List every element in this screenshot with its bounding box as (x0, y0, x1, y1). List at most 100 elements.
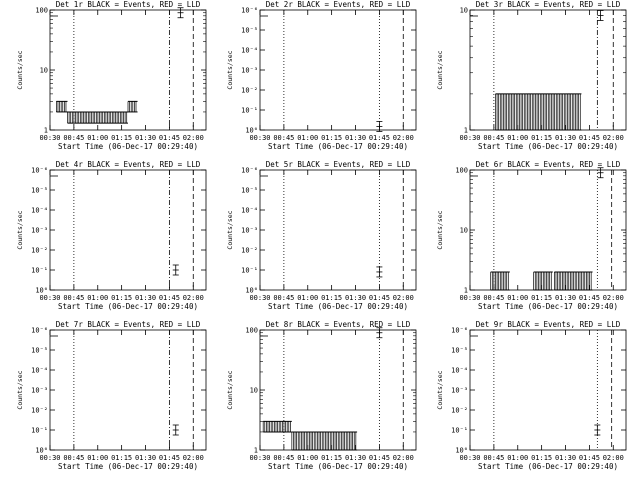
x-tick-label: 02:00 (183, 454, 204, 462)
plot-frame (49, 329, 207, 451)
x-tick-label: 01:30 (135, 134, 156, 142)
x-tick-label: 00:45 (483, 134, 504, 142)
lld-marker (376, 327, 383, 339)
x-tick-label: 00:45 (63, 454, 84, 462)
x-tick-label: 01:15 (321, 134, 342, 142)
y-tick-label: 10⁻¹ (241, 107, 258, 115)
y-tick-label: 10⁻⁵ (241, 187, 258, 195)
x-tick-label: 01:15 (531, 454, 552, 462)
x-axis-label: Start Time (06-Dec-17 00:29:40) (58, 462, 198, 471)
x-tick-label: 01:30 (345, 134, 366, 142)
y-tick-label: 1 (254, 447, 258, 455)
x-tick-label: 02:00 (603, 454, 624, 462)
x-tick-label: 01:45 (369, 294, 390, 302)
series-segment (533, 271, 553, 291)
y-tick-label: 10⁻⁵ (451, 347, 468, 355)
y-tick-label: 10⁻⁵ (31, 347, 48, 355)
y-tick-label: 10⁻¹ (31, 427, 48, 435)
plot-frame (259, 9, 417, 131)
x-axis-label: Start Time (06-Dec-17 00:29:40) (268, 302, 408, 311)
x-tick-label: 01:45 (369, 454, 390, 462)
lld-marker (376, 121, 383, 132)
y-tick-label: 10⁰ (245, 127, 258, 135)
y-axis-label: Counts/sec (436, 370, 444, 409)
x-tick-label: 02:00 (393, 294, 414, 302)
x-tick-label: 01:30 (555, 454, 576, 462)
y-tick-label: 10⁰ (35, 447, 48, 455)
y-tick-label: 10⁻⁶ (31, 167, 48, 175)
x-tick-label: 02:00 (183, 294, 204, 302)
panel-title: Det 5r BLACK = Events, RED = LLD (266, 160, 411, 169)
chart-panel-9: Det 9r BLACK = Events, RED = LLD 10⁰ 10⁻¹ 1… (436, 320, 627, 471)
x-axis-label: Start Time (06-Dec-17 00:29:40) (478, 462, 618, 471)
y-tick-label: 1 (464, 287, 468, 295)
x-tick-label: 02:00 (603, 134, 624, 142)
y-tick-label: 10⁻³ (31, 227, 48, 235)
x-tick-label: 02:00 (393, 134, 414, 142)
series-segment (291, 431, 358, 451)
series-segment (490, 271, 510, 291)
panel-title: Det 1r BLACK = Events, RED = LLD (56, 0, 201, 9)
x-axis-label: Start Time (06-Dec-17 00:29:40) (478, 302, 618, 311)
x-tick-label: 01:00 (297, 294, 318, 302)
y-tick-label: 10⁰ (455, 447, 468, 455)
x-tick-label: 01:15 (531, 134, 552, 142)
x-tick-label: 01:30 (555, 294, 576, 302)
y-tick-label: 10⁻² (241, 247, 258, 255)
y-tick-label: 1 (464, 127, 468, 135)
x-axis-label: Start Time (06-Dec-17 00:29:40) (58, 142, 198, 151)
x-tick-label: 00:30 (39, 294, 60, 302)
x-tick-label: 01:15 (111, 294, 132, 302)
x-axis-label: Start Time (06-Dec-17 00:29:40) (268, 462, 408, 471)
x-tick-label: 01:00 (507, 294, 528, 302)
x-tick-label: 01:00 (87, 294, 108, 302)
panel-title: Det 2r BLACK = Events, RED = LLD (266, 0, 411, 9)
x-tick-label: 02:00 (393, 454, 414, 462)
panel-title: Det 8r BLACK = Events, RED = LLD (266, 320, 411, 329)
y-axis-label: Counts/sec (16, 370, 24, 409)
y-axis-label: Counts/sec (436, 50, 444, 89)
y-tick-label: 10⁻² (31, 247, 48, 255)
y-tick-label: 1 (44, 127, 48, 135)
x-tick-label: 01:00 (507, 454, 528, 462)
y-tick-label: 10⁻² (451, 407, 468, 415)
y-tick-label: 10⁻³ (31, 387, 48, 395)
y-tick-label: 10 (250, 387, 258, 395)
y-axis-label: Counts/sec (226, 50, 234, 89)
x-tick-label: 01:45 (579, 134, 600, 142)
y-tick-label: 10⁻³ (451, 387, 468, 395)
y-tick-label: 10⁻¹ (241, 267, 258, 275)
x-tick-label: 00:45 (63, 294, 84, 302)
x-tick-label: 01:45 (369, 134, 390, 142)
y-tick-label: 10⁻⁴ (31, 367, 48, 375)
lld-marker (177, 7, 184, 19)
y-axis-label: Counts/sec (16, 50, 24, 89)
y-tick-label: 10⁻⁵ (31, 187, 48, 195)
y-tick-label: 10⁻² (31, 407, 48, 415)
chart-panel-5: Det 5r BLACK = Events, RED = LLD 10⁰ 10⁻¹ 1… (226, 160, 417, 311)
y-tick-label: 10⁻⁶ (241, 167, 258, 175)
x-tick-label: 01:30 (345, 454, 366, 462)
chart-panel-1: Det 1r BLACK = Events, RED = LLD 1 10 100 00… (16, 0, 207, 151)
y-tick-label: 10⁰ (35, 287, 48, 295)
lld-marker (172, 264, 179, 276)
chart-panel-4: Det 4r BLACK = Events, RED = LLD 10⁰ 10⁻¹ 1… (16, 160, 207, 311)
plot-frame (259, 169, 417, 291)
y-tick-label: 10⁻⁴ (31, 207, 48, 215)
y-axis-label: Counts/sec (16, 210, 24, 249)
chart-panel-2: Det 2r BLACK = Events, RED = LLD 10⁰ 10⁻¹ 1… (226, 0, 417, 151)
x-axis-label: Start Time (06-Dec-17 00:29:40) (478, 142, 618, 151)
panel-title: Det 7r BLACK = Events, RED = LLD (56, 320, 201, 329)
x-tick-label: 01:45 (159, 454, 180, 462)
x-tick-label: 01:15 (111, 454, 132, 462)
lld-marker (172, 424, 179, 436)
x-tick-label: 01:30 (555, 134, 576, 142)
panel-title: Det 9r BLACK = Events, RED = LLD (476, 320, 621, 329)
lld-marker (594, 424, 601, 436)
lld-marker (376, 266, 383, 278)
x-tick-label: 01:45 (159, 134, 180, 142)
y-tick-label: 10⁻³ (241, 67, 258, 75)
x-tick-label: 02:00 (603, 294, 624, 302)
y-tick-label: 10⁻⁵ (241, 27, 258, 35)
